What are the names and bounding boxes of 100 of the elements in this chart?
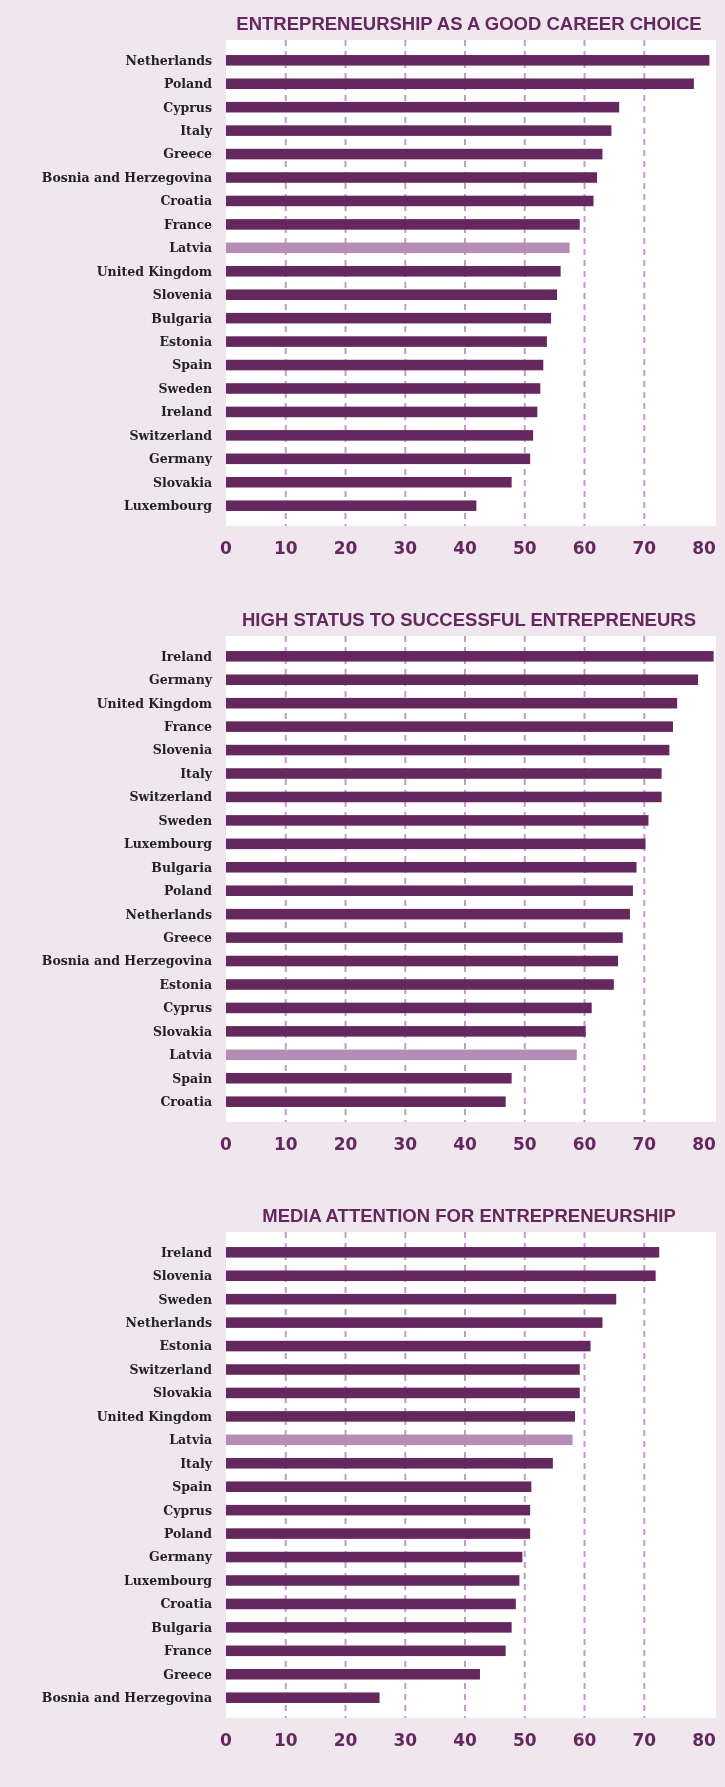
y-tick-label: Croatia [160,1094,212,1110]
y-tick-label: Cyprus [163,1502,212,1518]
bar [226,932,623,943]
x-tick-label: 60 [572,1730,597,1750]
y-tick-label: United Kingdom [96,1408,212,1424]
y-tick-label: Slovenia [152,1268,212,1284]
x-tick-label: 40 [453,1134,478,1154]
bar [226,1293,617,1305]
x-tick-label: 80 [692,538,717,558]
y-tick-label: Luxembourg [123,1572,213,1588]
y-tick-label: Cyprus [163,1000,212,1016]
y-tick-label: Latvia [169,1432,212,1448]
x-tick-label: 70 [632,1134,657,1154]
y-tick-label: Sweden [158,380,212,396]
chart-title: HIGH STATUS TO SUCCESSFUL ENTREPRENEURS [242,609,696,630]
y-tick-label: Ireland [160,648,213,664]
bar [226,1364,580,1375]
bar [226,791,662,803]
bar [226,430,534,441]
bar [226,1622,512,1633]
x-tick-label: 70 [632,538,657,558]
y-tick-label: Sweden [158,812,212,828]
y-tick-label: Ireland [160,404,213,420]
bar [226,336,547,347]
x-tick-label: 60 [572,1134,597,1154]
bar [226,383,541,394]
y-tick-label: Ireland [160,1244,213,1260]
x-tick-label: 40 [453,538,478,558]
bar [226,1072,512,1084]
y-tick-label: Cyprus [163,99,212,115]
bar [226,1528,531,1539]
bar [226,1317,603,1328]
x-tick-label: 20 [333,1134,358,1154]
chart-title: MEDIA ATTENTION FOR ENTREPRENEURSHIP [262,1205,676,1226]
chart-title: ENTREPRENEURSHIP AS A GOOD CAREER CHOICE [236,13,702,34]
x-tick-label: 0 [220,1730,233,1750]
y-tick-label: Netherlands [125,906,212,922]
x-tick-label: 0 [220,538,233,558]
y-tick-label: United Kingdom [96,695,212,711]
bar [226,195,594,207]
y-tick-label: Bulgaria [151,1619,212,1635]
y-tick-label: Germany [149,672,213,688]
x-tick-label: 70 [632,1730,657,1750]
y-tick-label: Greece [163,929,213,945]
bar [226,500,477,511]
y-tick-label: Latvia [169,240,212,256]
bar [226,768,662,779]
bar [226,1002,592,1014]
bar [226,476,512,488]
bar [226,406,538,418]
x-tick-label: 20 [333,1730,358,1750]
bar [226,815,649,826]
bar [226,1387,580,1399]
bar [226,101,620,113]
y-tick-label: Poland [163,76,213,92]
y-tick-label: Italy [180,1455,213,1471]
bar [226,1504,531,1516]
bar [226,651,714,662]
bar [226,266,561,277]
bar [226,1692,380,1703]
y-tick-label: Bosnia and Herzegovina [41,1690,212,1706]
y-tick-label: France [164,216,213,232]
bar [226,1411,575,1422]
y-tick-label: Luxembourg [123,498,213,514]
x-tick-label: 30 [393,1134,418,1154]
y-tick-label: Estonia [159,976,212,992]
bar [226,1096,506,1107]
bar [226,55,710,66]
y-tick-label: Bosnia and Herzegovina [41,169,212,185]
bar [226,289,558,300]
bar [226,1434,573,1446]
x-tick-label: 40 [453,1730,478,1750]
y-tick-label: Slovakia [153,474,212,490]
x-tick-label: 60 [572,538,597,558]
x-tick-label: 20 [333,538,358,558]
x-tick-label: 10 [273,538,298,558]
bar [226,312,552,324]
y-tick-label: Slovenia [152,742,212,758]
bar [226,453,531,465]
x-tick-label: 50 [512,1730,537,1750]
bar [226,838,646,850]
x-tick-label: 30 [393,1730,418,1750]
y-tick-label: Poland [163,883,213,899]
y-tick-label: Croatia [160,1596,212,1612]
bar [226,885,633,896]
bar [226,1668,480,1680]
y-tick-label: Netherlands [125,52,212,68]
bar [226,1645,506,1657]
bar [226,1026,586,1037]
bar [226,172,598,183]
x-tick-label: 50 [512,538,537,558]
y-tick-label: Estonia [159,333,212,349]
y-tick-label: France [164,1643,213,1659]
y-tick-label: Germany [149,1549,213,1565]
y-tick-label: Germany [149,451,213,467]
y-tick-label: Sweden [158,1291,212,1307]
bar [226,908,630,920]
y-tick-label: Switzerland [129,427,213,443]
bar [226,744,670,756]
y-tick-label: Spain [172,1479,212,1495]
